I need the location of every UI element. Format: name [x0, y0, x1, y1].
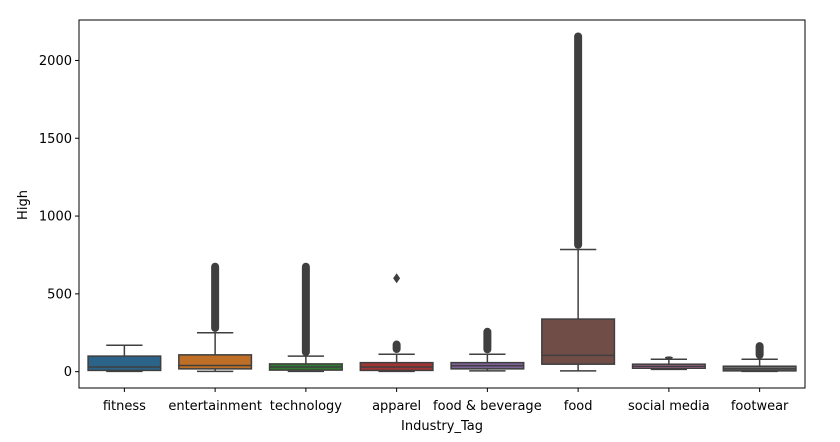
x-tick-label: food & beverage: [433, 399, 542, 414]
plot-frame: [78, 19, 806, 389]
box-group: [359, 273, 434, 373]
outlier-cluster: [483, 327, 492, 354]
box-group: [631, 356, 706, 371]
box-group: [87, 344, 162, 373]
x-tick-label: fitness: [103, 399, 146, 414]
y-tick-label: 500: [47, 287, 72, 302]
x-axis: fitness entertainment technology apparel foo…: [103, 388, 789, 414]
x-tick-label: entertainment: [168, 399, 262, 414]
y-axis: 0 500 1000 1500 2000: [39, 54, 79, 380]
outlier-cluster: [664, 356, 673, 359]
box-group: [450, 327, 525, 372]
x-axis-label: Industry_Tag: [401, 419, 483, 434]
box-iqr: [178, 354, 253, 370]
boxes-layer: [87, 32, 797, 373]
y-tick-label: 1000: [39, 210, 72, 225]
box-group: [722, 342, 797, 373]
x-tick-label: technology: [270, 399, 342, 414]
outlier-cluster: [392, 340, 401, 353]
box-iqr: [87, 355, 162, 372]
y-tick-label: 1500: [39, 132, 72, 147]
x-tick-label: apparel: [372, 399, 421, 414]
box-group: [178, 262, 253, 373]
outlier-cluster: [211, 262, 220, 332]
x-tick-label: footwear: [731, 399, 789, 414]
box-group: [268, 262, 343, 373]
y-tick-label: 0: [64, 365, 72, 380]
outlier-point: [393, 273, 401, 284]
box-iqr: [541, 318, 616, 365]
x-tick-label: food: [564, 399, 593, 414]
outlier-cluster: [301, 262, 310, 357]
y-axis-label: High: [16, 190, 31, 220]
x-tick-label: social media: [628, 399, 710, 414]
outlier-cluster: [574, 32, 583, 249]
y-tick-label: 2000: [39, 54, 72, 69]
box-group: [541, 32, 616, 372]
outlier-cluster: [755, 342, 764, 359]
